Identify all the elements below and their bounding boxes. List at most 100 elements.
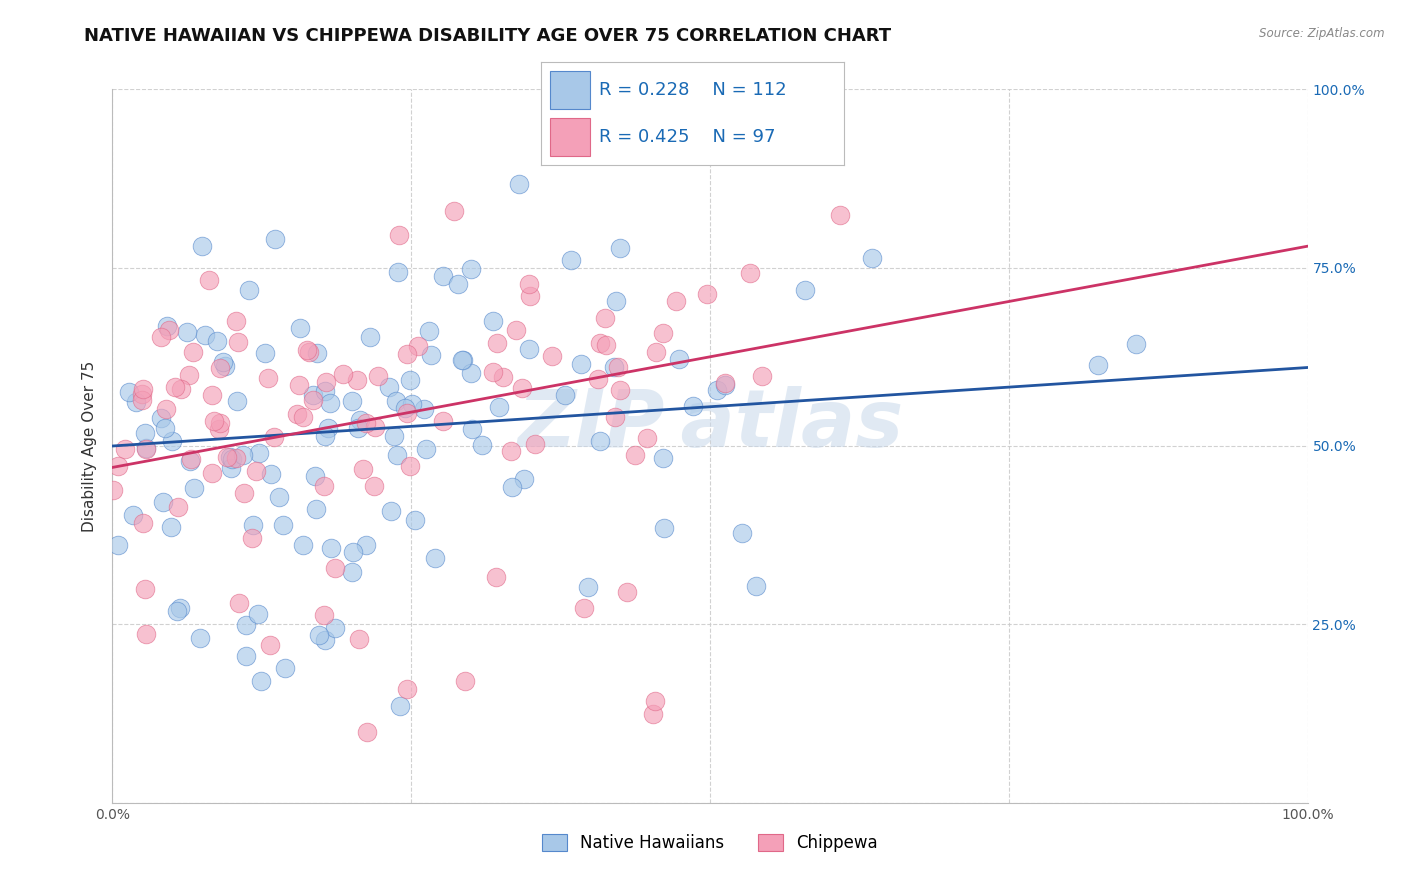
Point [751, 368, 773, 383]
Point [412, 401, 434, 416]
Point [169, 600, 191, 615]
Point [460, 366, 482, 380]
Point [593, 311, 616, 326]
Point [349, 413, 371, 427]
Point [517, 342, 540, 356]
Point [211, 355, 233, 369]
Point [636, 431, 658, 445]
Point [415, 442, 437, 456]
Point [340, 565, 363, 579]
Point [176, 325, 198, 339]
Point [263, 429, 285, 443]
Point [247, 607, 270, 621]
Point [149, 330, 172, 344]
Point [194, 328, 217, 343]
Point [135, 627, 157, 641]
Point [325, 560, 347, 574]
Point [731, 526, 754, 541]
Point [107, 538, 129, 552]
Point [738, 266, 761, 280]
Point [179, 368, 201, 382]
Point [305, 501, 328, 516]
Point [651, 326, 673, 340]
Point [569, 357, 592, 371]
Point [235, 617, 257, 632]
Point [523, 437, 546, 451]
Point [499, 444, 522, 458]
Point [314, 607, 336, 622]
Point [152, 495, 174, 509]
Point [485, 569, 508, 583]
Point [188, 631, 211, 645]
Point [560, 252, 582, 267]
Point [304, 469, 326, 483]
Point [131, 393, 153, 408]
Text: NATIVE HAWAIIAN VS CHIPPEWA DISABILITY AGE OVER 75 CORRELATION CHART: NATIVE HAWAIIAN VS CHIPPEWA DISABILITY A… [84, 27, 891, 45]
Point [166, 500, 188, 514]
Point [395, 406, 418, 420]
Point [589, 434, 612, 448]
Point [510, 381, 533, 395]
Point [238, 283, 260, 297]
Point [492, 369, 515, 384]
Point [118, 385, 141, 400]
Point [201, 466, 224, 480]
Point [482, 366, 505, 380]
Point [323, 621, 346, 635]
Point [696, 286, 718, 301]
Point [794, 283, 817, 297]
Point [654, 521, 676, 535]
Point [460, 262, 482, 277]
Point [665, 293, 688, 308]
Point [318, 421, 340, 435]
Point [214, 359, 236, 373]
Point [267, 490, 290, 504]
Point [342, 545, 364, 559]
Point [163, 380, 186, 394]
Point [131, 387, 153, 401]
Point [606, 360, 628, 375]
Point [651, 451, 673, 466]
Point [668, 351, 690, 366]
Point [219, 460, 242, 475]
Point [107, 459, 129, 474]
Point [418, 324, 440, 338]
Point [713, 376, 735, 391]
Point [166, 604, 188, 618]
Point [101, 483, 124, 497]
Point [240, 531, 263, 545]
Point [134, 426, 156, 441]
Point [135, 442, 157, 456]
Point [180, 452, 202, 467]
Point [134, 582, 156, 596]
Point [1087, 358, 1109, 372]
Point [385, 448, 408, 462]
Point [360, 330, 382, 344]
Point [235, 648, 257, 663]
Point [576, 581, 599, 595]
Point [259, 638, 281, 652]
Point [404, 513, 426, 527]
Point [860, 251, 883, 265]
Point [346, 373, 368, 387]
Point [114, 442, 136, 456]
Point [149, 410, 172, 425]
Point [295, 343, 318, 357]
Text: Source: ZipAtlas.com: Source: ZipAtlas.com [1260, 27, 1385, 40]
Point [513, 472, 536, 486]
Point [485, 335, 508, 350]
Point [225, 314, 247, 328]
Point [367, 368, 389, 383]
Point [508, 177, 530, 191]
Point [609, 383, 631, 397]
Point [208, 422, 231, 436]
Point [291, 409, 314, 424]
Point [554, 388, 576, 402]
Point [389, 698, 412, 713]
Point [342, 393, 364, 408]
Text: R = 0.425    N = 97: R = 0.425 N = 97 [599, 128, 775, 145]
Point [290, 321, 312, 335]
Point [382, 429, 405, 443]
Point [302, 388, 325, 402]
Point [202, 414, 225, 428]
